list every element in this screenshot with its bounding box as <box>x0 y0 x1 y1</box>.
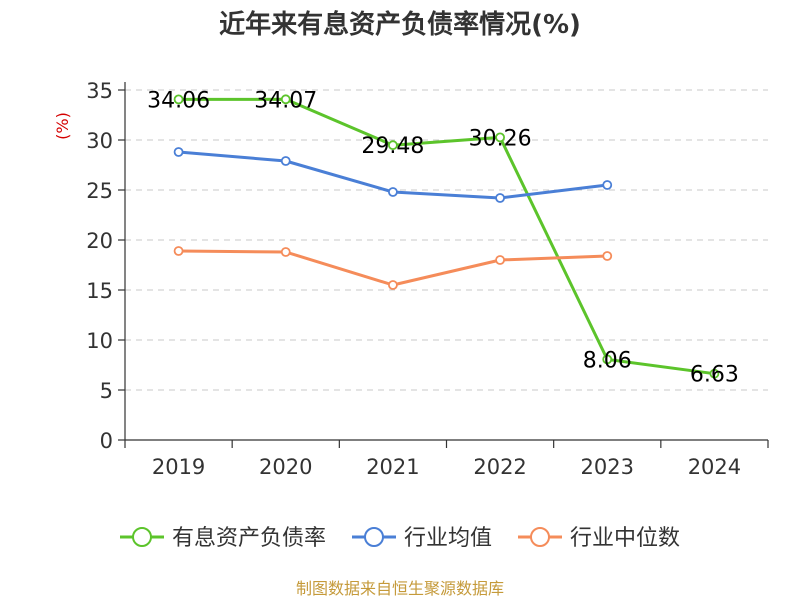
grid-lines <box>125 89 768 391</box>
data-label-2024: 6.63 <box>690 363 739 388</box>
data-label-2019: 34.06 <box>147 88 210 113</box>
data-source-note: 制图数据来自恒生聚源数据库 <box>296 579 504 598</box>
series-1-point-2021 <box>388 187 398 197</box>
x-tick-label-2019: 2019 <box>152 455 205 479</box>
data-label-2022: 30.26 <box>469 126 532 151</box>
legend-label-1: 行业均值 <box>404 526 492 551</box>
data-label-2021: 29.48 <box>361 134 424 159</box>
series-1-point-2019 <box>173 147 184 157</box>
series-2-point-2019 <box>173 246 184 256</box>
x-tick-label-2021: 2021 <box>366 455 419 479</box>
legend[interactable]: 有息资产负债率 行业均值 行业中位数 <box>120 526 680 551</box>
series-1-point-2022 <box>495 193 505 203</box>
y-tick-label-10: 10 <box>86 329 113 353</box>
series-0-point-2019 <box>173 94 184 105</box>
series-1-point-2020 <box>280 156 291 166</box>
legend-item-2[interactable]: 行业中位数 <box>518 526 680 551</box>
series-lines <box>173 94 720 379</box>
series-line-2 <box>178 249 608 287</box>
axes: 0 5 10 15 20 25 30 35 2019 2020 2021 2022 2023 2024 <box>86 79 769 479</box>
series-2-point-2022 <box>495 255 505 265</box>
legend-label-2: 行业中位数 <box>570 526 680 551</box>
chart-title: 近年来有息资产负债率情况(%) <box>219 9 581 40</box>
y-axis-unit-label: (%) <box>53 112 72 140</box>
x-tick-label-2022: 2022 <box>473 455 526 479</box>
series-line-0 <box>178 97 715 376</box>
series-1-point-2023 <box>602 180 613 190</box>
legend-marker-circle-1 <box>364 527 384 547</box>
series-0-point-2022 <box>495 132 505 143</box>
legend-item-1[interactable]: 行业均值 <box>352 526 492 551</box>
series-0 <box>173 94 720 379</box>
series-0-point-2023 <box>602 354 613 365</box>
series-1 <box>173 147 613 203</box>
series-0-point-2021 <box>388 140 398 151</box>
series-2-point-2021 <box>388 280 398 290</box>
y-tick-label-0: 0 <box>100 429 113 453</box>
x-tick-label-2020: 2020 <box>259 455 312 479</box>
series-2-point-2020 <box>280 247 291 257</box>
series-0-point-2024 <box>709 368 720 379</box>
series-0-point-2020 <box>280 94 291 105</box>
y-tick-label-5: 5 <box>100 379 113 403</box>
legend-marker-circle-2 <box>530 527 550 547</box>
legend-label-0: 有息资产负债率 <box>172 526 326 551</box>
y-tick-label-20: 20 <box>86 229 113 253</box>
series-2-point-2023 <box>602 251 613 261</box>
y-tick-label-15: 15 <box>86 279 113 303</box>
y-tick-label-35: 35 <box>86 79 113 103</box>
y-tick-label-30: 30 <box>86 129 113 153</box>
y-tick-label-25: 25 <box>86 179 113 203</box>
x-tick-label-2023: 2023 <box>581 455 634 479</box>
data-labels: 34.06 34.07 29.48 30.26 8.06 6.63 <box>147 88 739 387</box>
legend-marker-circle-0 <box>132 527 152 547</box>
data-label-2023: 8.06 <box>583 348 632 373</box>
x-tick-label-2024: 2024 <box>688 455 741 479</box>
legend-item-0[interactable]: 有息资产负债率 <box>120 526 326 551</box>
data-label-2020: 34.07 <box>254 88 317 113</box>
series-2 <box>173 246 613 290</box>
